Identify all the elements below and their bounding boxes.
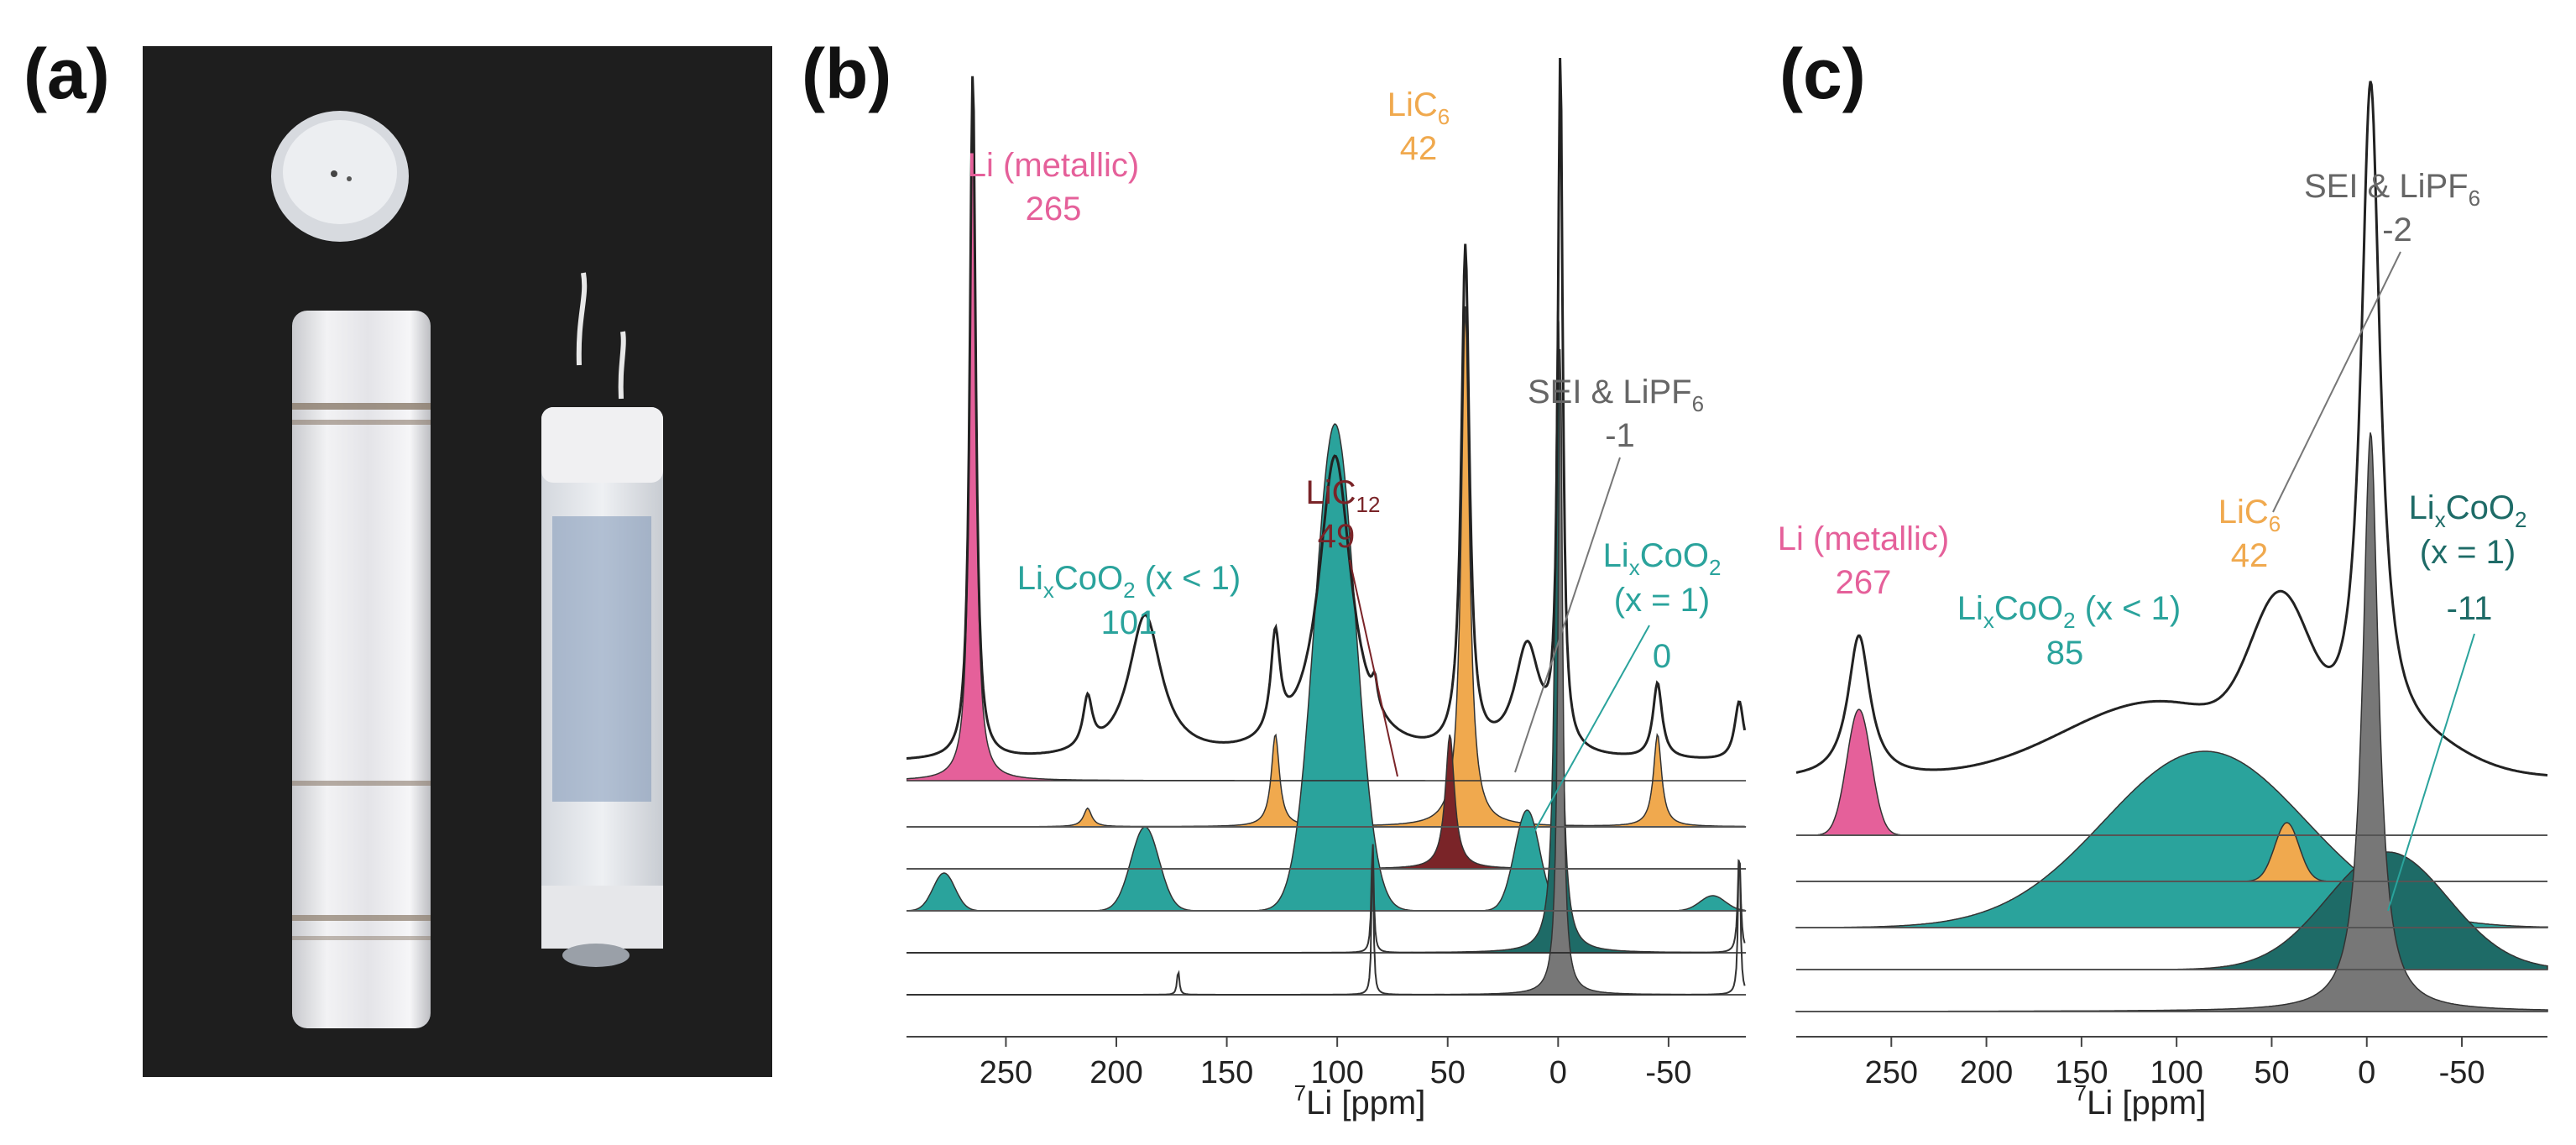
x-tick-label-c-100: 100 bbox=[2150, 1055, 2202, 1090]
label-lic12-b: LiC12 bbox=[1306, 474, 1381, 517]
photo-background bbox=[143, 46, 772, 1077]
leader-licoo2-eq1-b bbox=[1515, 625, 1650, 865]
label-li-metallic-b: Li (metallic) bbox=[968, 147, 1139, 184]
x-axis-label-b: 7Li [ppm] bbox=[1294, 1080, 1426, 1121]
x-ticks-b: 250 200 150 100 50 0 -50 bbox=[980, 1037, 1691, 1090]
label-licoo2-lt1-c: LixCoO2 (x < 1) bbox=[1957, 590, 2181, 633]
annotations-b: Li (metallic) 265 LiC6 42 LiC12 49 SEI &… bbox=[968, 86, 1722, 865]
value-li-metallic-b: 265 bbox=[1026, 191, 1082, 227]
leader-lic12-b bbox=[1349, 559, 1398, 777]
cell-insert bbox=[541, 272, 663, 967]
panel-b-letter: (b) bbox=[802, 34, 892, 113]
annotations-c: Li (metallic) 267 LiC6 42 SEI & LiPF6 -2… bbox=[1778, 168, 2527, 912]
x-ticks-c: 250 200 150 100 50 0 -50 bbox=[1865, 1037, 2485, 1090]
value-licoo2-eq1-c: -11 bbox=[2447, 590, 2493, 627]
cell-tube bbox=[292, 311, 431, 1028]
x-tick-label-b-200: 200 bbox=[1089, 1055, 1142, 1090]
x-tick-label-b-50: 50 bbox=[1430, 1055, 1466, 1090]
label-sei-c: SEI & LiPF6 bbox=[2304, 168, 2480, 211]
leader-sei-b bbox=[1514, 457, 1621, 773]
label-lic6-c: LiC6 bbox=[2218, 494, 2281, 536]
label-licoo2-lt1-b: LixCoO2 (x < 1) bbox=[1017, 560, 1241, 603]
x-tick-label-b-150: 150 bbox=[1200, 1055, 1253, 1090]
value-lic12-b: 49 bbox=[1318, 518, 1356, 555]
experimental-spectrum-b bbox=[907, 57, 1747, 760]
panel-c-letter: (c) bbox=[1779, 34, 1866, 113]
x-tick-label-b-0: 0 bbox=[1549, 1055, 1567, 1090]
trace-b-3 bbox=[907, 844, 1746, 954]
label-licoo2-eq1-c: LixCoO2 bbox=[2409, 489, 2527, 532]
x-tick-label-c-0: 0 bbox=[2358, 1055, 2375, 1090]
experimental-spectrum-c bbox=[1795, 81, 2548, 776]
cap-piece bbox=[271, 111, 409, 242]
value-sei-c: -2 bbox=[2382, 212, 2412, 248]
panel-a-letter: (a) bbox=[24, 34, 110, 113]
value-sei-b: -1 bbox=[1605, 417, 1635, 454]
x-tick-label-c-50: 50 bbox=[2254, 1055, 2289, 1090]
label-lic6-b: LiC6 bbox=[1387, 86, 1450, 129]
cond-licoo2-eq1-b: (x = 1) bbox=[1614, 582, 1710, 619]
trace-b-4 bbox=[907, 851, 1746, 996]
spectrum-b-marks bbox=[907, 57, 1747, 996]
component-li_metal-b bbox=[907, 97, 1746, 782]
x-tick-label-c--50: -50 bbox=[2439, 1055, 2485, 1090]
value-lic6-b: 42 bbox=[1400, 130, 1438, 167]
spectrum-c-marks bbox=[1795, 81, 2548, 1012]
x-tick-label-b--50: -50 bbox=[1645, 1055, 1691, 1090]
cell-photo bbox=[143, 46, 772, 1077]
label-sei-b: SEI & LiPF6 bbox=[1528, 374, 1704, 416]
x-tick-label-b-250: 250 bbox=[980, 1055, 1032, 1090]
value-li-metallic-c: 267 bbox=[1836, 564, 1892, 601]
x-axis-b: 250 200 150 100 50 0 -50 7Li [ppm] bbox=[907, 1036, 1746, 1121]
x-axis-label-c: 7Li [ppm] bbox=[2075, 1080, 2207, 1121]
value-licoo2-lt1-c: 85 bbox=[2046, 635, 2084, 672]
spectrum-chart-b: 250 200 150 100 50 0 -50 7Li [ppm] Li (metalli… bbox=[907, 57, 1747, 1121]
x-tick-label-c-150: 150 bbox=[2055, 1055, 2108, 1090]
label-li-metallic-c: Li (metallic) bbox=[1778, 520, 1949, 557]
leader-licoo2-eq1-c bbox=[2387, 633, 2475, 912]
value-licoo2-eq1-b: 0 bbox=[1653, 638, 1671, 675]
value-lic6-c: 42 bbox=[2231, 537, 2269, 574]
leader-sei-c bbox=[2272, 251, 2401, 513]
spectrum-chart-c: 250 200 150 100 50 0 -50 7Li [ppm] Li (metalli… bbox=[1778, 81, 2548, 1121]
label-licoo2-eq1-b: LixCoO2 bbox=[1603, 537, 1722, 580]
x-axis-c: 250 200 150 100 50 0 -50 7Li [ppm] bbox=[1796, 1036, 2547, 1121]
cond-licoo2-eq1-c: (x = 1) bbox=[2420, 534, 2516, 571]
value-licoo2-lt1-b: 101 bbox=[1101, 604, 1157, 641]
x-tick-label-b-100: 100 bbox=[1310, 1055, 1363, 1090]
x-tick-label-c-250: 250 bbox=[1865, 1055, 1918, 1090]
x-tick-label-c-200: 200 bbox=[1960, 1055, 2013, 1090]
